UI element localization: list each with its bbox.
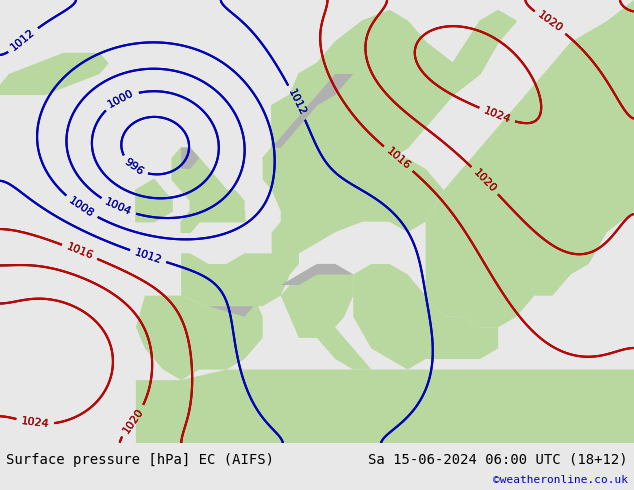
Text: 1012: 1012	[133, 247, 163, 266]
Text: 1012: 1012	[287, 88, 307, 117]
Polygon shape	[262, 11, 516, 169]
Polygon shape	[172, 148, 245, 232]
Text: ©weatheronline.co.uk: ©weatheronline.co.uk	[493, 475, 628, 485]
Text: 1012: 1012	[9, 27, 37, 53]
Text: 1004: 1004	[103, 197, 133, 218]
Text: 1020: 1020	[121, 407, 146, 436]
Polygon shape	[136, 295, 262, 380]
Text: 1024: 1024	[20, 416, 49, 430]
Text: 1020: 1020	[536, 10, 564, 35]
Text: Surface pressure [hPa] EC (AIFS): Surface pressure [hPa] EC (AIFS)	[6, 453, 275, 467]
Polygon shape	[281, 264, 372, 369]
Text: 1016: 1016	[65, 242, 94, 262]
Text: 1016: 1016	[65, 242, 94, 262]
Polygon shape	[209, 306, 254, 317]
Text: 1020: 1020	[472, 167, 498, 194]
Text: 1012: 1012	[9, 27, 37, 53]
Text: 1008: 1008	[67, 195, 96, 220]
Text: 996: 996	[122, 157, 145, 177]
Polygon shape	[0, 53, 108, 95]
Polygon shape	[136, 369, 634, 443]
Polygon shape	[262, 11, 498, 169]
Text: 1016: 1016	[384, 146, 412, 171]
Text: 1000: 1000	[107, 88, 136, 110]
Text: 1012: 1012	[287, 88, 307, 117]
Polygon shape	[262, 158, 444, 253]
Text: 1004: 1004	[103, 197, 133, 218]
Text: 1000: 1000	[107, 88, 136, 110]
Polygon shape	[353, 264, 498, 369]
Text: 996: 996	[122, 157, 145, 177]
Text: 1024: 1024	[482, 105, 512, 125]
Polygon shape	[136, 179, 172, 221]
Polygon shape	[172, 148, 245, 232]
Polygon shape	[136, 179, 172, 221]
Text: 1020: 1020	[472, 167, 498, 194]
Text: 1024: 1024	[20, 416, 49, 430]
Polygon shape	[299, 158, 335, 179]
Text: 1008: 1008	[67, 195, 96, 220]
Polygon shape	[181, 243, 299, 306]
Polygon shape	[272, 264, 353, 285]
Polygon shape	[425, 0, 634, 327]
Text: 1020: 1020	[121, 407, 146, 436]
Polygon shape	[272, 74, 353, 148]
Polygon shape	[181, 148, 199, 169]
Text: 1016: 1016	[384, 146, 412, 171]
Text: 1020: 1020	[536, 10, 564, 35]
Text: 1012: 1012	[133, 247, 163, 266]
Text: Sa 15-06-2024 06:00 UTC (18+12): Sa 15-06-2024 06:00 UTC (18+12)	[368, 453, 628, 467]
Text: 1024: 1024	[482, 105, 512, 125]
